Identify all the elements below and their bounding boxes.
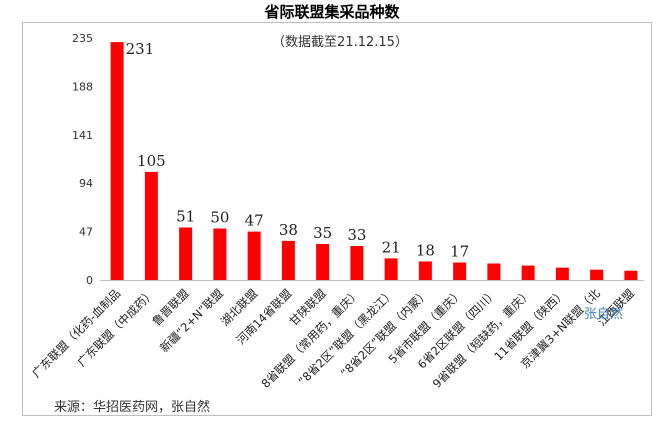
bar	[213, 228, 227, 280]
bar	[384, 258, 398, 280]
y-tick-label: 188	[72, 80, 93, 93]
watermark: 张自然	[584, 306, 623, 322]
data-label: 38	[279, 221, 298, 239]
data-label: 105	[137, 152, 166, 170]
y-axis: 0 47 94 141 188 235	[72, 32, 644, 287]
data-label: 18	[416, 241, 435, 259]
bar	[555, 267, 569, 280]
bar	[110, 42, 124, 281]
bar	[144, 171, 158, 280]
x-tick-label: 新疆“2+N”联盟	[157, 286, 226, 355]
data-label: 47	[245, 212, 264, 230]
y-tick-label: 94	[79, 177, 93, 190]
data-label: 51	[176, 207, 195, 225]
chart-subtitle: （数据截至21.12.15）	[272, 35, 408, 50]
bar	[453, 262, 467, 280]
y-tick-label: 235	[72, 32, 93, 45]
bar	[316, 243, 330, 280]
data-label: 50	[210, 209, 229, 227]
bar	[487, 263, 501, 280]
data-label: 17	[450, 242, 469, 260]
data-label: 35	[313, 224, 332, 242]
x-axis-labels: 广东联盟（化药-血制品广东联盟（中成药）鲁晋联盟新疆“2+N”联盟湖北联盟河南1…	[29, 286, 637, 391]
data-labels: 231 105 51 50 47 38 35 33 21 18 17	[126, 40, 470, 260]
bar	[521, 265, 535, 280]
chart-frame	[22, 22, 652, 416]
bar	[590, 269, 604, 280]
source-note: 来源：华招医药网，张自然	[54, 399, 210, 415]
data-label: 33	[347, 226, 366, 244]
bar	[624, 270, 638, 280]
y-tick-label: 47	[79, 226, 93, 239]
bar	[281, 240, 295, 280]
y-tick-label: 0	[86, 274, 93, 287]
chart-title: 省际联盟集采品种数	[263, 3, 400, 21]
bar	[179, 227, 193, 280]
bar	[418, 261, 432, 280]
data-label: 231	[126, 40, 155, 58]
y-tick-label: 141	[72, 129, 93, 142]
data-label: 21	[382, 238, 401, 256]
bar	[247, 231, 261, 280]
bar	[350, 246, 364, 280]
bar-series	[110, 42, 638, 281]
